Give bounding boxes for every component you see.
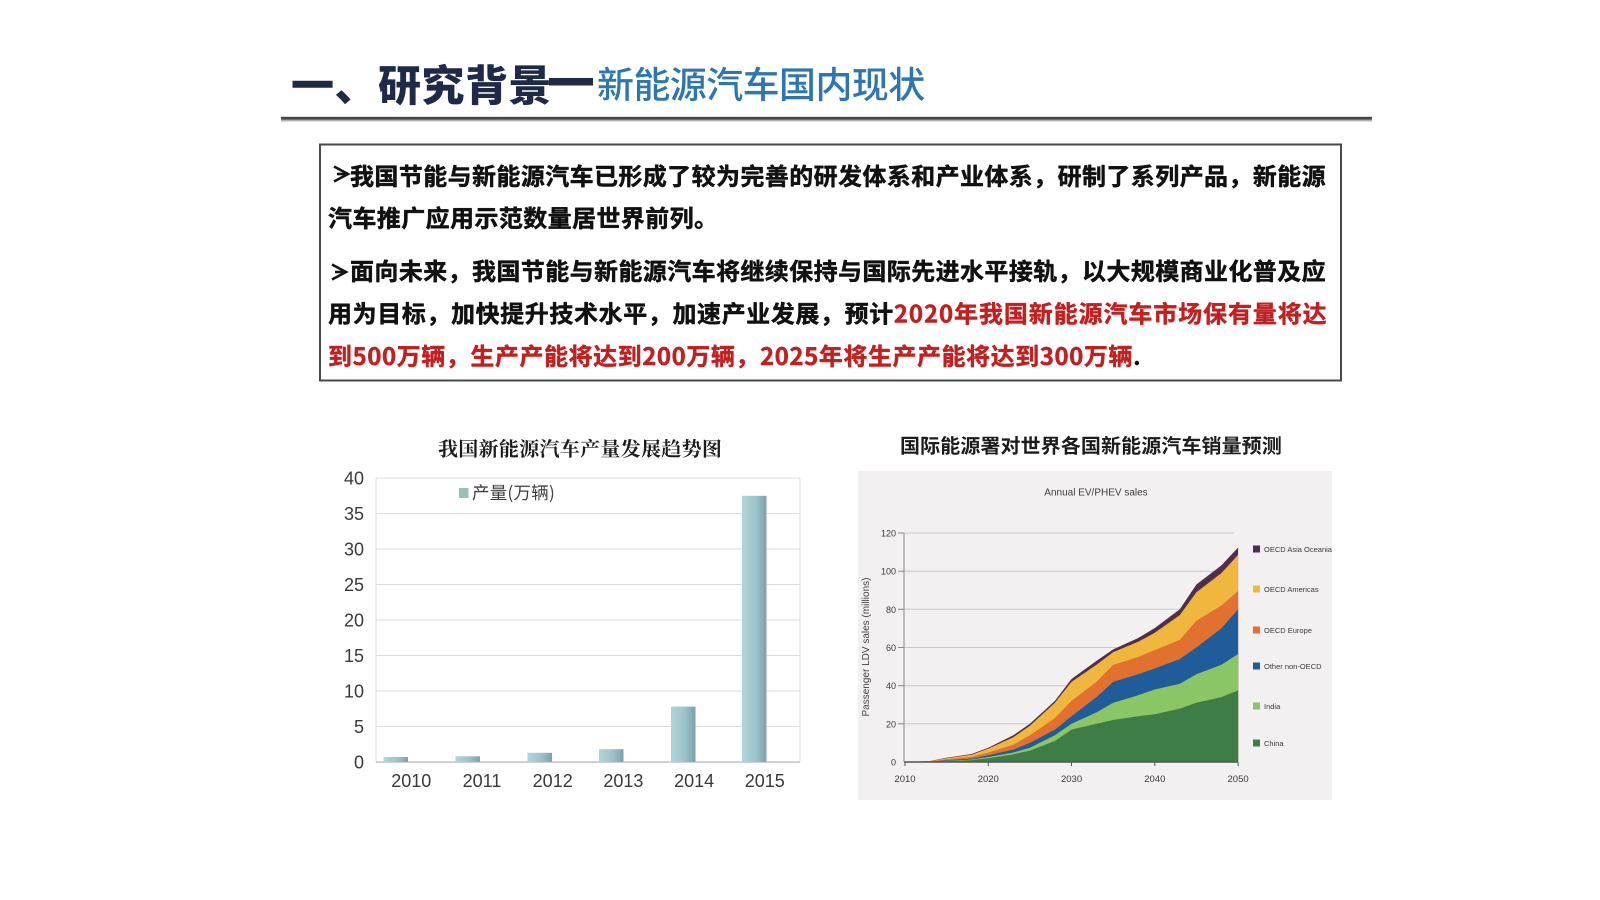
svg-text:30: 30 bbox=[344, 540, 364, 560]
svg-text:20: 20 bbox=[886, 719, 896, 729]
svg-text:Passenger LDV sales (millions): Passenger LDV sales (millions) bbox=[861, 578, 872, 717]
svg-text:OECD Asia Oceania: OECD Asia Oceania bbox=[1264, 545, 1333, 554]
svg-text:0: 0 bbox=[354, 753, 364, 773]
svg-text:40: 40 bbox=[344, 469, 364, 489]
svg-text:OECD Americas: OECD Americas bbox=[1264, 585, 1319, 594]
svg-text:2030: 2030 bbox=[1061, 774, 1082, 785]
svg-text:2050: 2050 bbox=[1228, 774, 1249, 785]
svg-text:India: India bbox=[1264, 702, 1281, 711]
svg-text:25: 25 bbox=[344, 575, 364, 595]
svg-text:20: 20 bbox=[344, 611, 364, 631]
svg-text:2013: 2013 bbox=[603, 771, 643, 791]
svg-text:40: 40 bbox=[886, 681, 896, 691]
svg-text:2020: 2020 bbox=[978, 774, 999, 785]
svg-text:OECD Europe: OECD Europe bbox=[1264, 626, 1312, 635]
svg-text:10: 10 bbox=[344, 682, 364, 702]
svg-text:2014: 2014 bbox=[674, 771, 714, 791]
svg-text:0: 0 bbox=[891, 758, 896, 768]
svg-text:5: 5 bbox=[354, 717, 364, 737]
svg-text:2011: 2011 bbox=[463, 771, 502, 791]
svg-text:15: 15 bbox=[344, 646, 364, 666]
svg-text:80: 80 bbox=[886, 605, 896, 615]
svg-text:120: 120 bbox=[881, 529, 896, 539]
svg-text:2010: 2010 bbox=[894, 774, 915, 785]
svg-text:Other non-OECD: Other non-OECD bbox=[1264, 662, 1322, 671]
svg-text:35: 35 bbox=[344, 504, 364, 524]
svg-text:China: China bbox=[1264, 739, 1284, 748]
svg-text:2012: 2012 bbox=[533, 771, 573, 791]
svg-text:60: 60 bbox=[886, 643, 896, 653]
svg-text:2010: 2010 bbox=[391, 771, 431, 791]
svg-text:100: 100 bbox=[881, 567, 896, 577]
svg-text:2040: 2040 bbox=[1144, 774, 1165, 785]
svg-text:Annual EV/PHEV sales: Annual EV/PHEV sales bbox=[1044, 488, 1147, 499]
svg-text:2015: 2015 bbox=[745, 771, 785, 791]
